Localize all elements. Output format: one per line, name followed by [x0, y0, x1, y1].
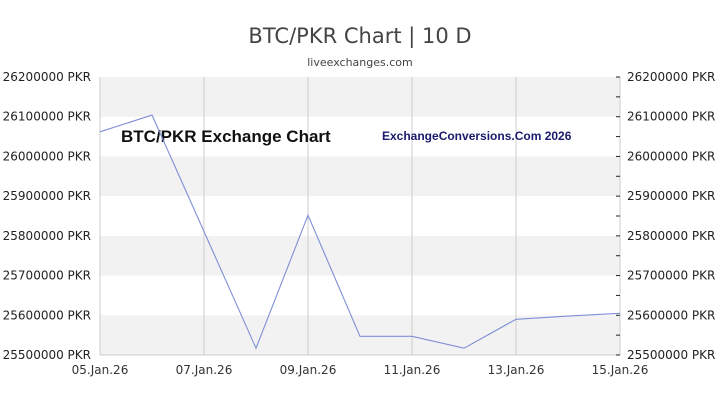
band: [100, 77, 620, 117]
y-tick-right: 25600000 PKR: [627, 308, 715, 322]
x-tick: 15.Jan.26: [592, 363, 649, 377]
right-axis-minor-ticks: [616, 76, 620, 356]
band: [100, 235, 620, 276]
y-tick-right: 25900000 PKR: [627, 189, 715, 203]
x-tick: 11.Jan.26: [384, 363, 441, 377]
band: [100, 156, 620, 197]
chart-title: BTC/PKR Chart | 10 D: [248, 24, 472, 48]
y-tick-left: 26100000 PKR: [3, 110, 91, 124]
y-tick-right: 25800000 PKR: [627, 229, 715, 243]
alternating-bands: [100, 77, 620, 355]
y-tick-right: 25500000 PKR: [627, 348, 715, 362]
plot-frame: [99, 77, 621, 356]
series-line-btc-pkr: [99, 114, 621, 350]
chart-subtitle: liveexchanges.com: [307, 56, 413, 69]
y-tick-left: 25900000 PKR: [3, 189, 91, 203]
y-tick-right: 26100000 PKR: [627, 110, 715, 124]
x-tick: 07.Jan.26: [176, 363, 233, 377]
y-tick-left: 26200000 PKR: [3, 70, 91, 84]
x-tick: 09.Jan.26: [280, 363, 337, 377]
vertical-gridlines: [99, 77, 621, 355]
y-tick-left: 25600000 PKR: [3, 308, 91, 322]
watermark-site: ExchangeConversions.Com 2026: [382, 129, 572, 143]
y-axis-right-labels: 26200000 PKR 26100000 PKR 26000000 PKR 2590…: [627, 70, 715, 362]
x-axis-labels: 05.Jan.26 07.Jan.26 09.Jan.26 11.Jan.26 13.J…: [72, 363, 649, 377]
x-tick: 05.Jan.26: [72, 363, 129, 377]
y-tick-right: 26200000 PKR: [627, 70, 715, 84]
watermark-chart-name: BTC/PKR Exchange Chart: [121, 127, 331, 146]
y-axis-left-labels: 26200000 PKR 26100000 PKR 26000000 PKR 2590…: [3, 70, 91, 362]
y-tick-left: 25700000 PKR: [3, 269, 91, 283]
y-tick-left: 26000000 PKR: [3, 149, 91, 163]
y-tick-left: 25800000 PKR: [3, 229, 91, 243]
y-tick-left: 25500000 PKR: [3, 348, 91, 362]
y-tick-right: 26000000 PKR: [627, 149, 715, 163]
x-tick: 13.Jan.26: [488, 363, 545, 377]
y-tick-right: 25700000 PKR: [627, 269, 715, 283]
